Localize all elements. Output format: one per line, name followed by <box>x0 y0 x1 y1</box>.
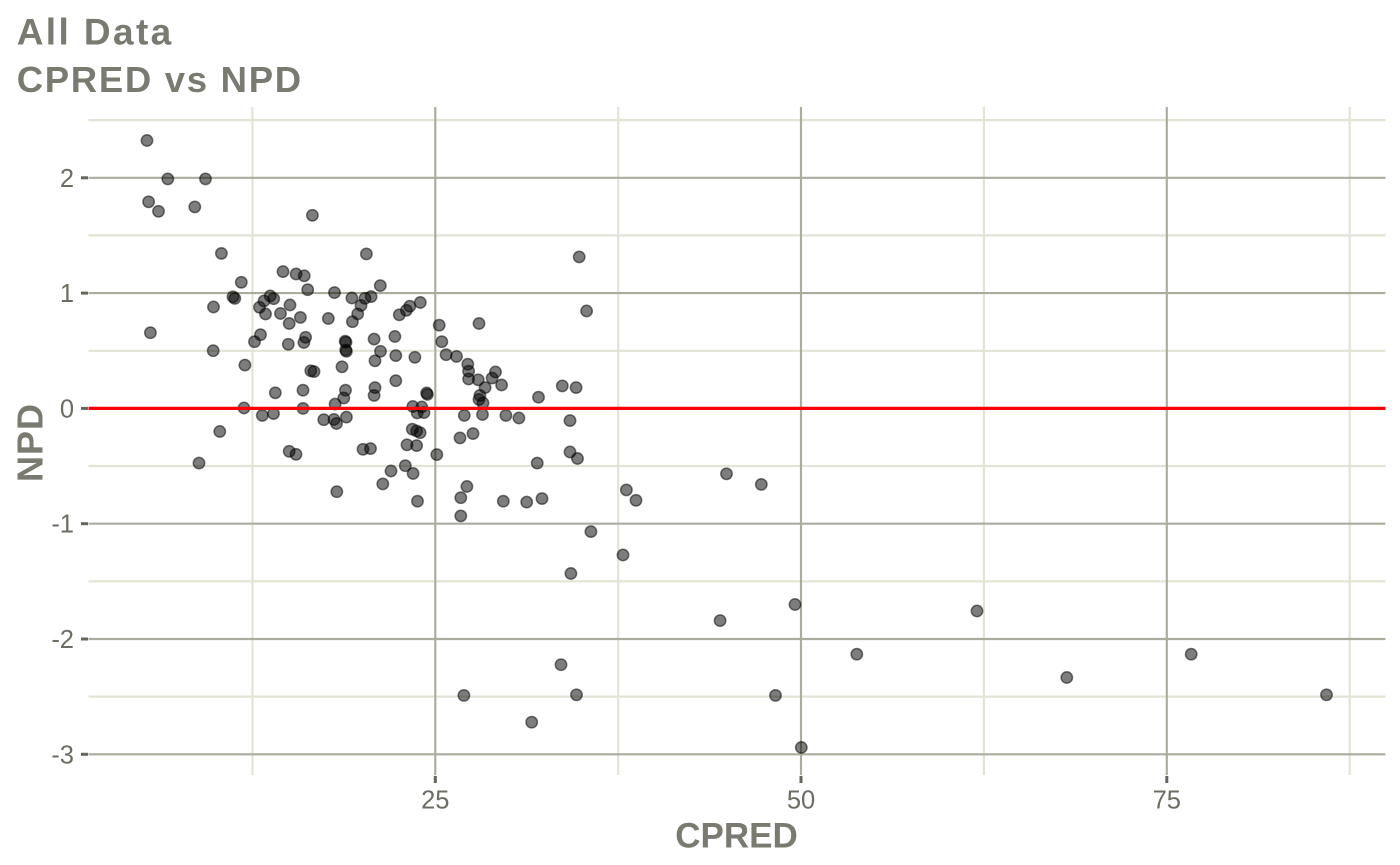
svg-text:2: 2 <box>60 165 74 193</box>
svg-text:NPD: NPD <box>9 403 50 482</box>
svg-text:-1: -1 <box>51 511 74 539</box>
svg-text:CPRED: CPRED <box>675 816 798 855</box>
svg-text:25: 25 <box>421 787 449 815</box>
svg-text:All Data: All Data <box>17 12 174 53</box>
svg-text:1: 1 <box>60 280 74 308</box>
svg-text:-3: -3 <box>51 741 74 769</box>
svg-text:CPRED vs NPD: CPRED vs NPD <box>17 59 303 100</box>
svg-text:-2: -2 <box>51 626 74 654</box>
svg-text:75: 75 <box>1153 787 1181 815</box>
svg-text:50: 50 <box>787 787 815 815</box>
svg-text:0: 0 <box>60 395 74 423</box>
